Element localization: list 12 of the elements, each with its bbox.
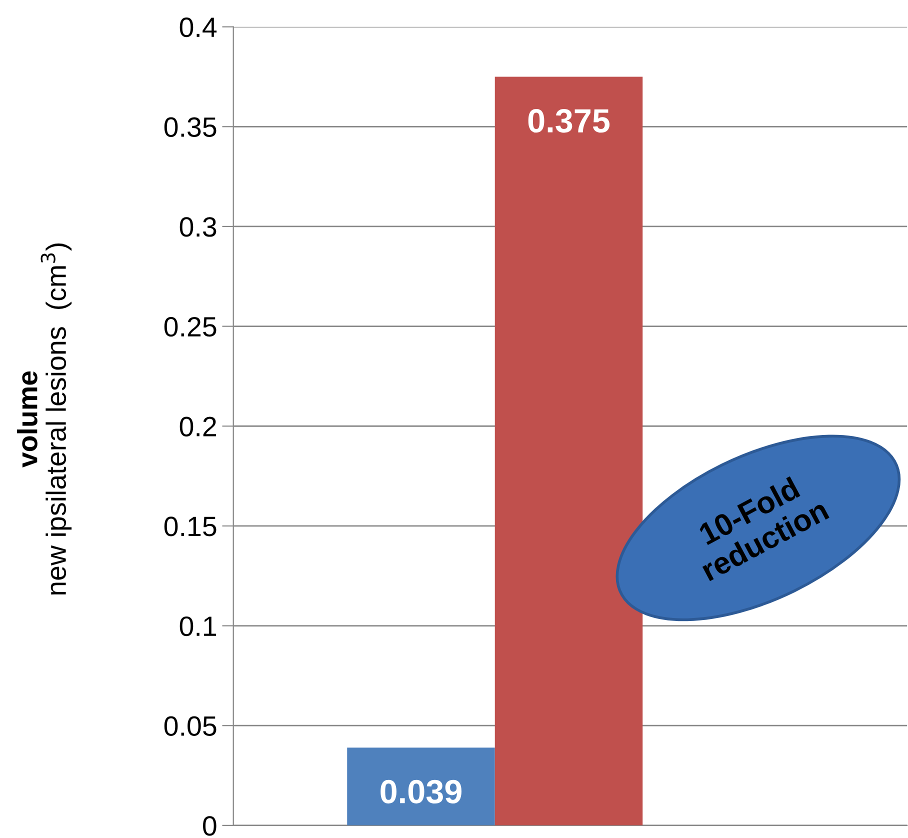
y-tick-label: 0.1	[180, 616, 216, 636]
data-label: 0.039	[380, 780, 462, 804]
y-tick-label: 0.05	[164, 716, 216, 736]
y-axis-title: volume new ipsilateral lesions (cm$^{3}$)	[17, 244, 72, 595]
y-tick-label: 0	[203, 816, 216, 836]
y-tick-label: 0.2	[180, 416, 216, 436]
y-tick-label: 0.4	[180, 17, 217, 38]
y-tick-label: 0.3	[180, 217, 216, 237]
y-tick-label: 0.35	[164, 117, 216, 137]
y-tick-label: 0.15	[164, 516, 216, 536]
data-label: 0.375	[528, 109, 610, 133]
y-tick-label: 0.25	[164, 316, 216, 337]
